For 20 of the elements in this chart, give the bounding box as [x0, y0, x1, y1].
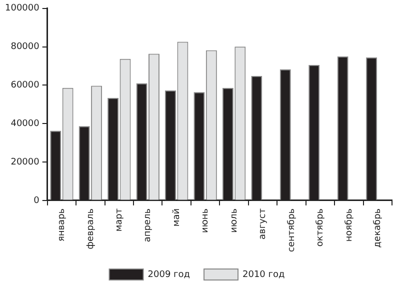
- x-tick-label: ноябрь: [344, 208, 354, 242]
- y-tick-label: 40000: [10, 118, 40, 129]
- y-tick-label: 20000: [10, 157, 40, 168]
- x-tick-label: апрель: [143, 208, 154, 242]
- legend-label: 2009 год: [148, 270, 190, 280]
- x-tick-label: январь: [57, 208, 68, 242]
- y-tick-label: 100000: [4, 4, 40, 14]
- x-tick-label: май: [172, 208, 182, 227]
- x-tick-label: март: [114, 208, 124, 232]
- x-tick-label: июнь: [200, 208, 211, 234]
- x-tick-label: июль: [229, 208, 240, 233]
- y-tick-label: 80000: [10, 42, 40, 52]
- y-tick-label: 60000: [10, 80, 40, 91]
- x-tick-label: декабрь: [372, 208, 383, 248]
- x-tick-label: февраль: [86, 208, 96, 250]
- legend-label: 2010 год: [242, 270, 285, 280]
- x-tick-label: август: [258, 208, 268, 240]
- x-tick-label: октябрь: [316, 208, 326, 247]
- x-tick-label: сентябрь: [286, 208, 297, 252]
- y-tick-label: 0: [34, 196, 40, 206]
